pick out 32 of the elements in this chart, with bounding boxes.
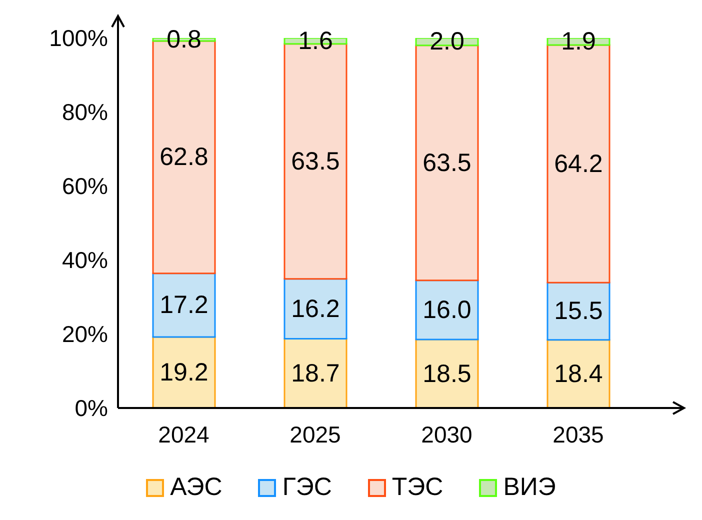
bar (415, 280, 479, 340)
legend-label: ГЭС (282, 473, 332, 502)
data-label: 63.5 (291, 147, 340, 176)
y-tick-label: 80% (62, 99, 108, 126)
data-label: 16.2 (291, 294, 340, 323)
bar (284, 278, 348, 340)
data-label: 64.2 (554, 150, 603, 178)
y-tick-label: 60% (62, 173, 108, 200)
bar (284, 338, 348, 408)
data-label: 15.5 (554, 297, 603, 326)
bar (152, 336, 216, 408)
data-label: 17.2 (160, 291, 208, 320)
data-label: 18.7 (291, 359, 340, 388)
x-tick-label: 2030 (421, 421, 472, 448)
data-label: 63.5 (422, 148, 472, 177)
data-label: 19.2 (160, 358, 208, 386)
data-label: 16.0 (422, 296, 472, 324)
data-label: 18.5 (422, 360, 472, 388)
data-label: 18.4 (554, 360, 603, 388)
x-tick-label: 2024 (158, 421, 210, 448)
data-label: 62.8 (160, 143, 208, 172)
x-tick-label: 2025 (290, 421, 341, 448)
legend-label: ВИЭ (503, 473, 556, 502)
y-tick-label: 0% (74, 395, 108, 422)
y-tick-label: 100% (49, 25, 108, 52)
y-tick-label: 20% (62, 321, 108, 348)
legend-label: ТЭС (392, 473, 444, 502)
bar (546, 339, 610, 408)
x-tick-label: 2035 (552, 421, 604, 448)
legend-label: АЭС (170, 473, 222, 502)
bar (152, 272, 216, 338)
y-tick-label: 40% (62, 247, 108, 274)
